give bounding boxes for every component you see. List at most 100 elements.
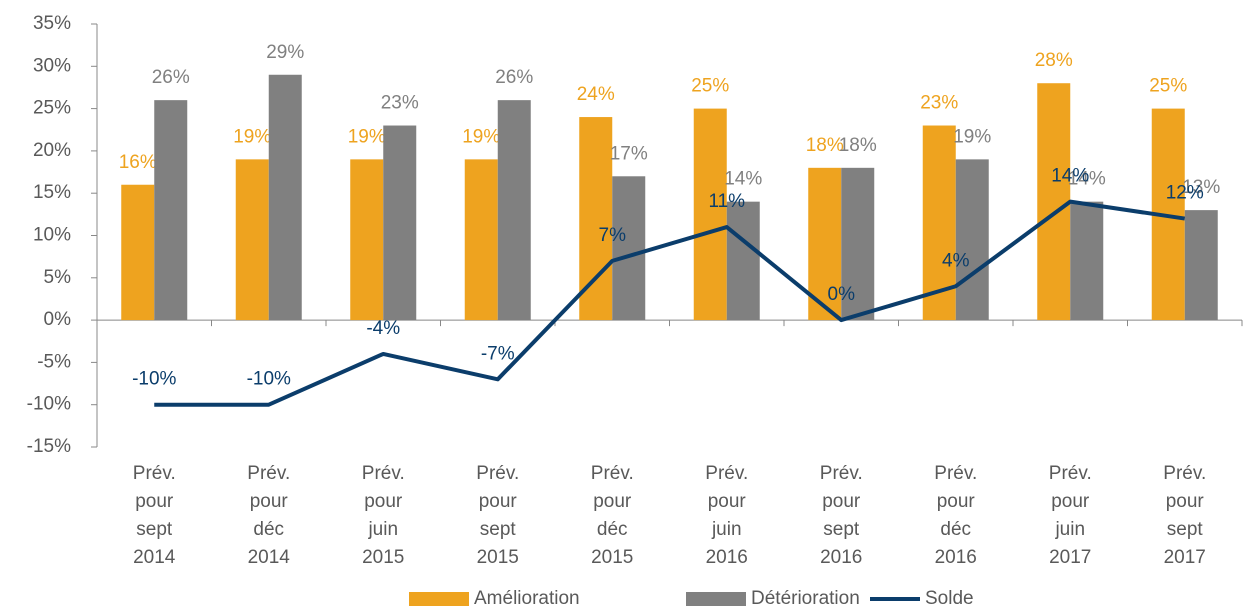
y-tick-label: 15% bbox=[33, 182, 71, 203]
data-label: 26% bbox=[495, 67, 533, 88]
x-tick-label: pour bbox=[250, 491, 289, 512]
data-label: 23% bbox=[381, 93, 419, 114]
bar bbox=[350, 159, 384, 321]
bar bbox=[268, 74, 302, 321]
x-tick-label: pour bbox=[479, 491, 518, 512]
data-label: 11% bbox=[708, 191, 745, 212]
data-label: 23% bbox=[920, 93, 958, 114]
x-tick-label: sept bbox=[1167, 519, 1204, 540]
x-tick-label: Prév. bbox=[247, 463, 290, 484]
line bbox=[154, 199, 1186, 407]
legend-label: Amélioration bbox=[474, 588, 580, 609]
bar bbox=[955, 159, 989, 321]
data-label: 25% bbox=[1149, 76, 1187, 97]
data-label: 25% bbox=[691, 76, 729, 97]
legend-swatch bbox=[686, 592, 746, 606]
data-label: 16% bbox=[119, 152, 157, 173]
bar bbox=[121, 184, 155, 321]
x-tick-label: pour bbox=[364, 491, 403, 512]
y-tick-label: 30% bbox=[33, 55, 71, 76]
legend-swatch bbox=[409, 592, 469, 606]
x-tick-label: juin bbox=[711, 519, 742, 540]
x-tick-label: pour bbox=[937, 491, 976, 512]
y-tick-label: 20% bbox=[33, 140, 71, 161]
data-label: -10% bbox=[247, 369, 291, 390]
bar bbox=[841, 167, 875, 321]
x-tick-label: pour bbox=[822, 491, 861, 512]
x-tick-label: déc bbox=[253, 519, 284, 540]
bar bbox=[464, 159, 498, 321]
y-tick-label: -15% bbox=[27, 436, 71, 457]
data-label: 13% bbox=[1182, 177, 1220, 198]
x-tick-label: Prév. bbox=[1163, 463, 1206, 484]
data-label: -10% bbox=[132, 369, 176, 390]
data-label: 12% bbox=[1166, 183, 1204, 204]
bar bbox=[1184, 210, 1218, 321]
data-label: 7% bbox=[599, 225, 627, 246]
x-tick-label: pour bbox=[708, 491, 747, 512]
data-label: 29% bbox=[266, 42, 304, 63]
x-tick-label: sept bbox=[823, 519, 860, 540]
bar bbox=[693, 108, 727, 321]
x-tick-label: Prév. bbox=[362, 463, 405, 484]
x-tick-label: juin bbox=[367, 519, 398, 540]
bar bbox=[1037, 83, 1071, 321]
bar bbox=[383, 125, 417, 321]
x-tick-label: sept bbox=[480, 519, 517, 540]
y-tick-label: -5% bbox=[37, 351, 71, 372]
x-tick-label: 2015 bbox=[362, 547, 404, 568]
x-tick-label: juin bbox=[1054, 519, 1085, 540]
x-tick-label: 2016 bbox=[935, 547, 977, 568]
bar bbox=[1070, 201, 1104, 321]
bar bbox=[235, 159, 269, 321]
y-tick-label: 25% bbox=[33, 98, 71, 119]
x-tick-label: 2017 bbox=[1164, 547, 1206, 568]
x-tick-label: 2015 bbox=[591, 547, 633, 568]
x-tick-label: 2016 bbox=[706, 547, 748, 568]
data-label: 19% bbox=[953, 126, 991, 147]
x-tick-label: 2016 bbox=[820, 547, 862, 568]
x-tick-label: Prév. bbox=[1049, 463, 1092, 484]
x-tick-label: 2015 bbox=[477, 547, 519, 568]
data-label: 14% bbox=[724, 169, 762, 190]
x-tick-label: 2014 bbox=[248, 547, 291, 568]
data-label: 19% bbox=[233, 126, 271, 147]
x-tick-label: sept bbox=[136, 519, 173, 540]
bar bbox=[497, 100, 531, 321]
x-tick-label: 2017 bbox=[1049, 547, 1091, 568]
data-label: 0% bbox=[828, 284, 856, 305]
data-label: 4% bbox=[942, 250, 970, 271]
bar bbox=[808, 167, 842, 321]
y-tick-label: 5% bbox=[44, 267, 72, 288]
x-tick-label: Prév. bbox=[705, 463, 748, 484]
data-label: -7% bbox=[481, 343, 515, 364]
y-tick-label: 10% bbox=[33, 225, 71, 246]
data-label: 19% bbox=[348, 126, 386, 147]
x-tick-label: pour bbox=[1166, 491, 1205, 512]
y-tick-label: 0% bbox=[44, 309, 72, 330]
data-label: 28% bbox=[1035, 50, 1073, 71]
data-label: 14% bbox=[1051, 166, 1089, 187]
bar bbox=[579, 117, 613, 321]
legend-label: Détérioration bbox=[751, 588, 860, 609]
x-tick-label: 2014 bbox=[133, 547, 176, 568]
x-tick-label: pour bbox=[593, 491, 632, 512]
x-tick-label: Prév. bbox=[591, 463, 634, 484]
x-tick-label: Prév. bbox=[934, 463, 977, 484]
data-label: -4% bbox=[366, 318, 400, 339]
y-tick-label: 35% bbox=[33, 13, 71, 34]
data-label: 18% bbox=[839, 135, 877, 156]
bar bbox=[154, 100, 188, 321]
data-label: 14% bbox=[1068, 169, 1106, 190]
data-label: 18% bbox=[806, 135, 844, 156]
data-label: 26% bbox=[152, 67, 190, 88]
data-label: 24% bbox=[577, 84, 615, 105]
legend-label: Solde bbox=[925, 588, 974, 609]
x-tick-label: pour bbox=[135, 491, 174, 512]
x-tick-label: déc bbox=[940, 519, 971, 540]
x-tick-label: Prév. bbox=[133, 463, 176, 484]
x-tick-label: pour bbox=[1051, 491, 1090, 512]
bar bbox=[612, 176, 646, 321]
data-label: 19% bbox=[462, 126, 500, 147]
